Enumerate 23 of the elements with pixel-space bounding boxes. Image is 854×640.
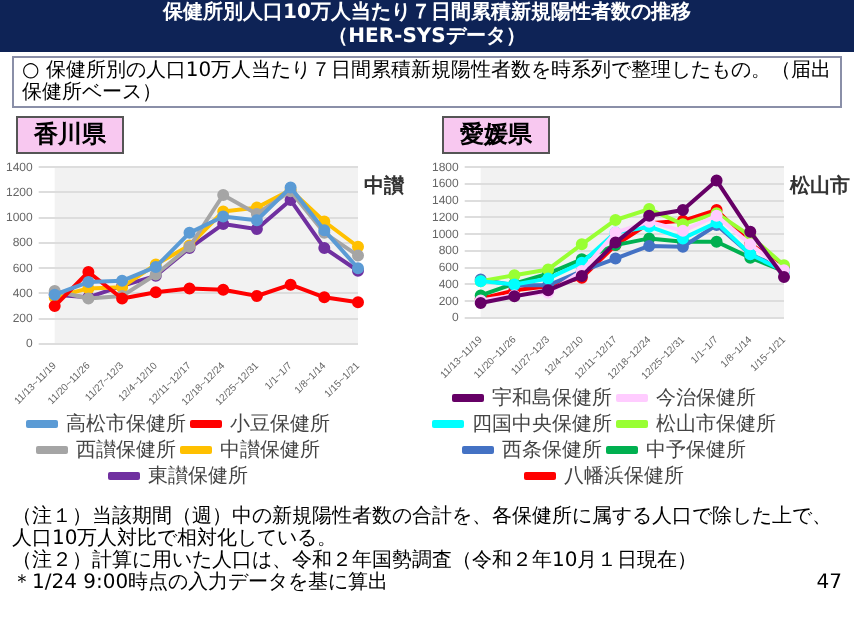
text: ＊1/24 9:00時点の入力データを基に算出 (12, 572, 389, 594)
legend-label: 西讃保健所 (76, 437, 176, 462)
legend-label: 東讃保健所 (148, 463, 248, 488)
text: （HER-SYSデータ） (326, 26, 528, 50)
legend-label: 今治保健所 (656, 385, 756, 410)
legend-label: 小豆保健所 (230, 411, 330, 436)
chart-title: 愛媛県 (442, 116, 550, 154)
text: 47 (816, 572, 842, 594)
text: （注２）計算に用いた人口は、令和２年国勢調査（令和２年10月１日現在） (12, 550, 700, 572)
text: 中讃 (364, 174, 406, 199)
legend-label: 中予保健所 (646, 437, 746, 462)
text: （注１）当該期間（週）中の新規陽性者数の合計を、各保健所に属する人口で除した上で、人口10万人対比で相対化している。 (12, 506, 834, 550)
legend-label: 宇和島保健所 (492, 385, 612, 410)
legend-label: 四国中央保健所 (472, 411, 612, 436)
text: 松山市 (788, 174, 850, 199)
text: 保健所別人口10万人当たり７日間累積新規陽性者数の推移 (160, 2, 693, 26)
legend-label: 中讃保健所 (220, 437, 320, 462)
chart-title: 香川県 (16, 116, 124, 154)
legend-label: 西条保健所 (502, 437, 602, 462)
legend-label: 高松市保健所 (66, 411, 186, 436)
legend-label: 八幡浜保健所 (564, 463, 684, 488)
text: ○ 保健所別の人口10万人当たり７日間累積新規陽性者数を時系列で整理したもの。（届出保健所ベース） (12, 56, 842, 108)
legend-label: 松山市保健所 (656, 411, 776, 436)
